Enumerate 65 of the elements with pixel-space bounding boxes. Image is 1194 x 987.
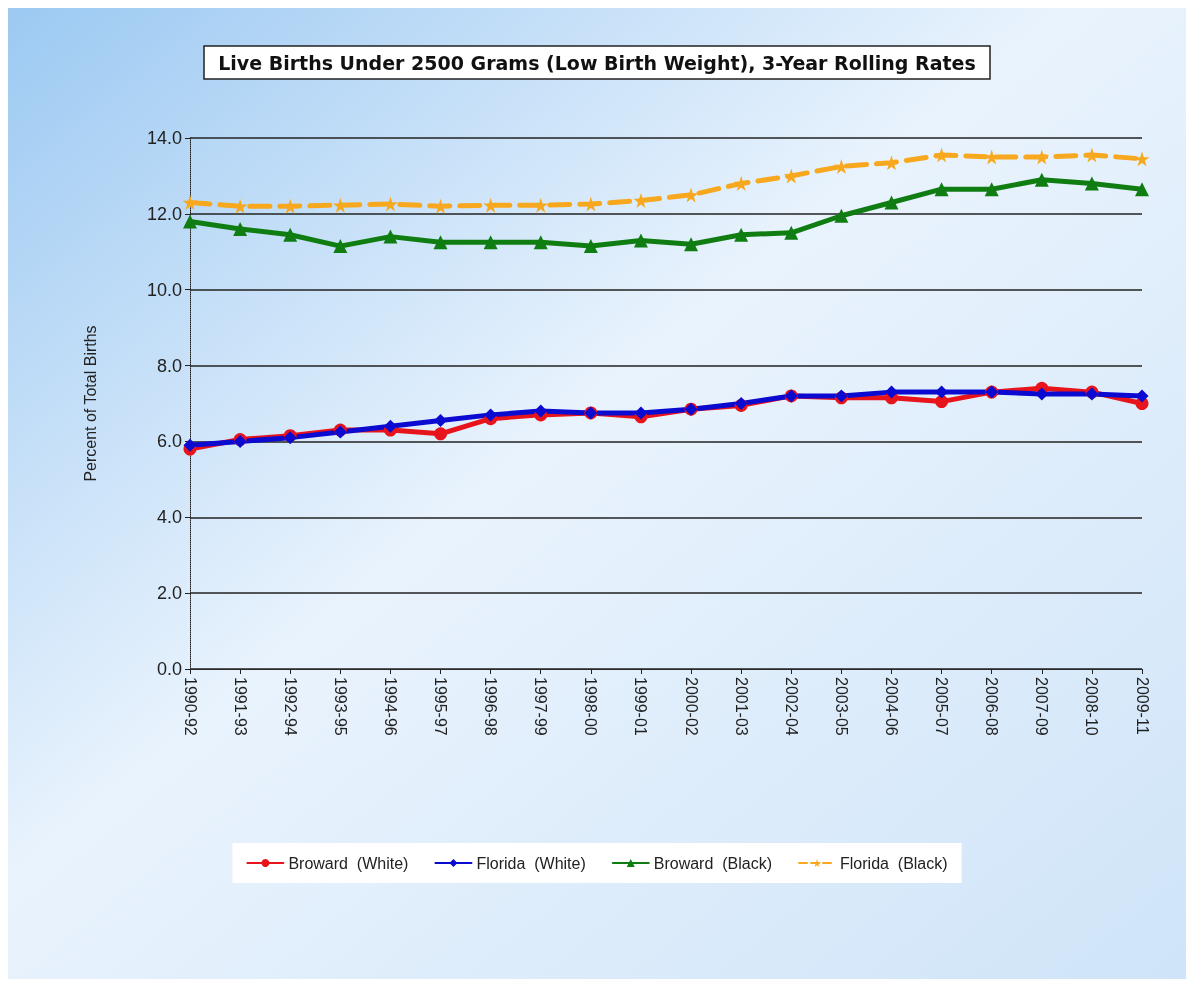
point <box>484 408 498 422</box>
x-tick-label: 1999-01 <box>632 677 650 736</box>
point <box>1034 172 1049 187</box>
y-tick-label: 2.0 <box>156 583 182 604</box>
y-tick-label: 8.0 <box>156 355 182 376</box>
point <box>434 427 448 441</box>
point <box>283 227 298 242</box>
point <box>182 194 198 210</box>
point <box>984 182 999 197</box>
y-tick-label: 14.0 <box>146 128 182 148</box>
x-tick-label: 2006-08 <box>983 677 1001 736</box>
point <box>483 235 498 250</box>
point <box>1135 182 1149 197</box>
point <box>383 419 397 433</box>
legend-label: Broward (Black) <box>653 854 773 872</box>
x-tick-label: 1994-96 <box>381 677 399 736</box>
x-tick-label: 2008-10 <box>1083 677 1101 736</box>
x-tick-label: 1993-95 <box>331 677 349 736</box>
y-axis-title: Percent of Total Births <box>81 325 99 482</box>
point <box>434 414 448 428</box>
point <box>1084 176 1099 191</box>
point <box>734 227 749 242</box>
y-tick-label: 0.0 <box>156 659 182 679</box>
x-tick-label: 1995-97 <box>432 677 450 736</box>
point <box>534 404 548 418</box>
y-tick-label: 6.0 <box>156 431 182 452</box>
x-tick-label: 1990-92 <box>181 677 199 736</box>
x-tick-label: 2000-02 <box>682 677 700 736</box>
x-tick-label: 2003-05 <box>832 677 850 736</box>
legend-label: Broward (White) <box>288 854 409 872</box>
point <box>784 225 799 240</box>
point <box>233 222 248 237</box>
point <box>383 229 398 244</box>
legend-label: Florida (White) <box>476 854 586 872</box>
point <box>183 438 197 452</box>
point <box>183 214 197 229</box>
y-tick-label: 10.0 <box>146 279 182 300</box>
point <box>583 239 598 254</box>
legend-label: Florida (Black) <box>840 854 948 872</box>
x-tick-label: 1996-98 <box>482 677 500 736</box>
x-tick-label: 2009-11 <box>1133 677 1151 735</box>
point <box>884 195 899 210</box>
point <box>684 237 699 252</box>
x-tick-label: 1992-94 <box>281 677 299 736</box>
x-tick-label: 2005-07 <box>933 677 951 736</box>
point <box>533 235 548 250</box>
x-tick-label: 2001-03 <box>732 677 750 736</box>
x-tick-label: 1997-99 <box>532 677 550 736</box>
point <box>333 239 348 254</box>
point <box>1035 387 1049 401</box>
x-tick-label: 1991-93 <box>231 677 249 736</box>
x-tick-label: 2002-04 <box>782 677 800 736</box>
point <box>834 208 849 223</box>
point <box>884 385 898 399</box>
point <box>634 406 648 420</box>
chart-title: Live Births Under 2500 Grams (Low Birth Weight), 3-Year Rolling Rates <box>218 51 976 74</box>
y-tick-label: 4.0 <box>156 507 182 528</box>
x-tick-label: 2007-09 <box>1033 677 1051 736</box>
y-tick-label: 12.0 <box>146 203 182 224</box>
point <box>934 182 949 197</box>
point <box>1135 389 1149 403</box>
point <box>633 233 648 248</box>
x-tick-label: 1998-00 <box>582 677 600 736</box>
point <box>433 235 448 250</box>
x-tick-label: 2004-06 <box>882 677 900 736</box>
